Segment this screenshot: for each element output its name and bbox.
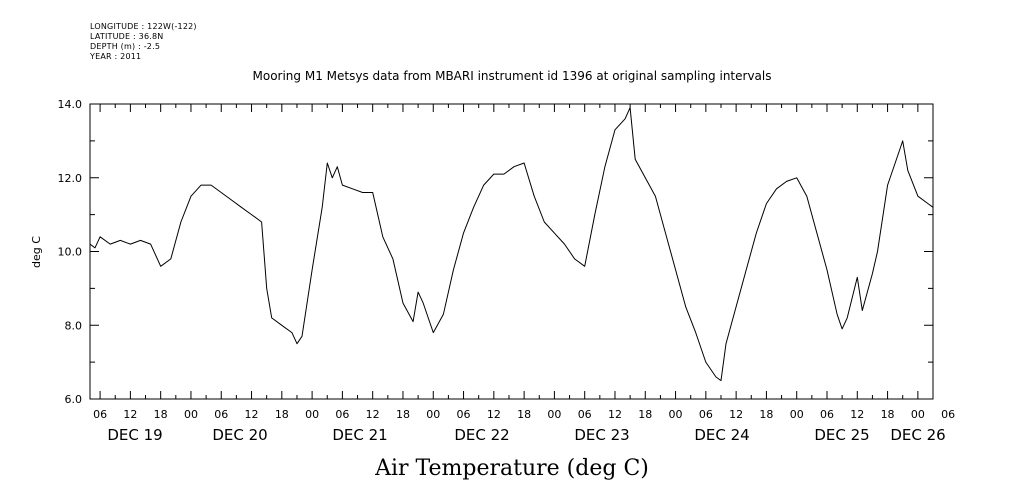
x-hour-label: 00	[911, 408, 925, 421]
y-tick-label: 6.0	[65, 393, 83, 406]
x-date-label: DEC 19	[107, 426, 162, 444]
x-date-label: DEC 23	[574, 426, 629, 444]
x-hour-label: 12	[608, 408, 622, 421]
x-hour-label: 18	[154, 408, 168, 421]
x-date-label: DEC 22	[454, 426, 509, 444]
year-label: YEAR : 2011	[90, 52, 142, 61]
x-date-label: DEC 21	[332, 426, 387, 444]
chart-title: Mooring M1 Metsys data from MBARI instru…	[253, 69, 772, 83]
x-hour-label: 06	[214, 408, 228, 421]
x-date-label: DEC 26	[890, 426, 945, 444]
x-hour-label: 18	[396, 408, 410, 421]
depth-label: DEPTH (m) : -2.5	[90, 42, 161, 51]
x-hour-label: 00	[669, 408, 683, 421]
latitude-label: LATITUDE : 36.8N	[90, 32, 164, 41]
x-hour-label: 00	[790, 408, 804, 421]
x-hour-label: 00	[547, 408, 561, 421]
x-axis-title: Air Temperature (deg C)	[374, 456, 649, 481]
plot-frame	[89, 103, 934, 400]
x-hour-label: 12	[487, 408, 501, 421]
y-tick-label: 8.0	[65, 319, 83, 332]
x-hour-label: 18	[759, 408, 773, 421]
x-hour-label: 12	[123, 408, 137, 421]
x-hour-label: 12	[366, 408, 380, 421]
x-hour-label: 00	[184, 408, 198, 421]
x-hour-label: 06	[457, 408, 471, 421]
x-hour-label: 06	[941, 408, 955, 421]
x-hour-label: 00	[426, 408, 440, 421]
longitude-label: LONGITUDE : 122W(-122)	[90, 22, 197, 31]
series-line	[89, 107, 934, 382]
y-tick-label: 14.0	[58, 98, 83, 111]
x-hour-label: 18	[638, 408, 652, 421]
x-date-label: DEC 25	[814, 426, 869, 444]
x-hour-label: 06	[335, 408, 349, 421]
x-date-label: DEC 24	[694, 426, 749, 444]
x-hour-label: 06	[699, 408, 713, 421]
x-hour-label: 18	[881, 408, 895, 421]
x-hour-label: 18	[275, 408, 289, 421]
x-hour-label: 06	[93, 408, 107, 421]
x-hour-label: 12	[729, 408, 743, 421]
x-date-label: DEC 20	[212, 426, 267, 444]
y-tick-label: 10.0	[58, 246, 83, 259]
y-axis-label: deg C	[30, 236, 43, 268]
y-tick-label: 12.0	[58, 172, 83, 185]
x-hour-label: 00	[305, 408, 319, 421]
x-hour-label: 06	[820, 408, 834, 421]
x-hour-label: 18	[517, 408, 531, 421]
x-hour-label: 12	[850, 408, 864, 421]
x-hour-label: 12	[245, 408, 259, 421]
x-hour-label: 06	[578, 408, 592, 421]
